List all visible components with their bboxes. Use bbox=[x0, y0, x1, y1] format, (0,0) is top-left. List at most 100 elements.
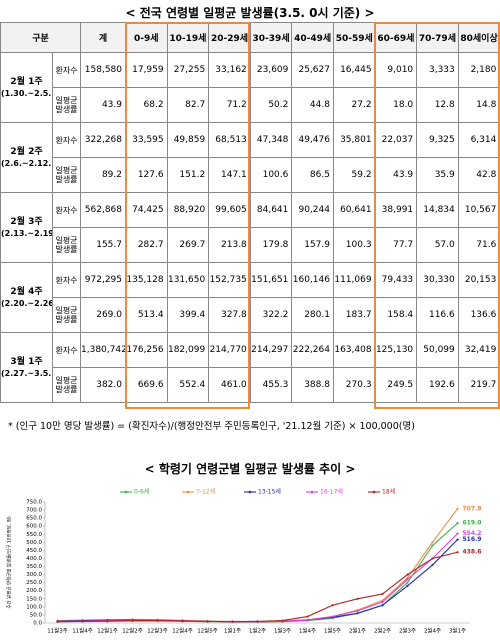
table-cell: 59.2 bbox=[332, 157, 376, 193]
group-period: (2.6.~2.12.) bbox=[1, 158, 53, 168]
table-cell: 44.8 bbox=[291, 87, 334, 123]
y-tick-label: 50.0 bbox=[30, 612, 43, 618]
point bbox=[356, 612, 359, 615]
point bbox=[81, 620, 84, 623]
point bbox=[306, 618, 309, 622]
table-cell: 49,476 bbox=[291, 122, 334, 158]
legend-label: 16-17세 bbox=[320, 488, 343, 496]
group-cell: 2월 2주 (2.6.~2.12.) bbox=[0, 122, 53, 193]
point bbox=[281, 619, 284, 622]
table-cell: 18.0 bbox=[374, 87, 418, 123]
table-cell: 89.2 bbox=[80, 157, 126, 193]
table-cell: 280.1 bbox=[291, 297, 334, 333]
table-cell: 972,295 bbox=[80, 262, 126, 298]
x-tick-label: 1월4주 bbox=[299, 627, 316, 635]
legend-marker bbox=[248, 490, 252, 494]
header-cell: 계 bbox=[80, 22, 126, 53]
row-label: 일평균 발생률 bbox=[52, 227, 81, 263]
group-cell: 3월 1주 (2.27.~3.5.) bbox=[0, 332, 53, 403]
group-cell: 2월 1주 (1.30.~2.5.) bbox=[0, 52, 53, 123]
header-cell: 구분 bbox=[0, 22, 81, 53]
table-cell: 399.4 bbox=[166, 297, 210, 333]
table-cell: 214,770 bbox=[208, 332, 251, 368]
y-tick-label: 100.0 bbox=[26, 604, 42, 610]
data-label: 438.6 bbox=[463, 549, 482, 556]
y-tick-label: 400.0 bbox=[26, 556, 42, 562]
table-cell: 82.7 bbox=[166, 87, 210, 123]
table-cell: 9,325 bbox=[416, 122, 459, 158]
table-cell: 160,146 bbox=[291, 262, 334, 298]
group-label: 3월 1주 bbox=[10, 356, 43, 367]
y-tick-label: 300.0 bbox=[26, 572, 42, 578]
y-tick-label: 150.0 bbox=[26, 596, 42, 602]
table-cell: 14.8 bbox=[457, 87, 500, 123]
row-label: 일평균 발생률 bbox=[52, 87, 81, 123]
point bbox=[256, 620, 259, 623]
y-tick-label: 0.0 bbox=[33, 621, 42, 627]
y-tick-label: 750.0 bbox=[26, 500, 42, 506]
legend-marker bbox=[310, 490, 314, 494]
table-row: 2월 1주 (1.30.~2.5.) 환자수 158,580 17,959 27,255 3… bbox=[0, 52, 500, 123]
group-period: (2.13.~2.19.) bbox=[1, 228, 52, 238]
table-cell: 269.7 bbox=[166, 227, 210, 263]
header-cell: 50-59세 bbox=[332, 22, 376, 53]
row-label: 환자수 bbox=[52, 332, 81, 368]
point bbox=[406, 573, 409, 576]
table-cell: 68.2 bbox=[125, 87, 168, 123]
legend-marker bbox=[372, 490, 376, 494]
table-cell: 35.9 bbox=[416, 157, 459, 193]
group-label: 2월 3주 bbox=[10, 216, 43, 227]
x-tick-label: 12월3주 bbox=[147, 627, 168, 635]
table-cell: 22,037 bbox=[374, 122, 418, 158]
y-tick-label: 600.0 bbox=[26, 524, 42, 530]
header-cell: 70-79세 bbox=[416, 22, 459, 53]
table-cell: 33,162 bbox=[208, 52, 251, 88]
x-tick-label: 3월1주 bbox=[449, 627, 466, 635]
y-tick-label: 700.0 bbox=[26, 508, 42, 514]
table-cell: 100.6 bbox=[249, 157, 293, 193]
table-row: 2월 4주(2.20.~2.26.)환자수972,295135,128131,6… bbox=[0, 262, 500, 333]
table-cell: 38,991 bbox=[374, 192, 418, 228]
row-label: 환자수 bbox=[52, 192, 81, 228]
table-cell: 84,641 bbox=[249, 192, 293, 228]
point bbox=[231, 620, 234, 623]
series-line bbox=[57, 508, 458, 622]
table-cell: 27,255 bbox=[166, 52, 210, 88]
table-row: 일평균 발생률 382.0 669.6 552.4 461.0 455.3 388.8 270… bbox=[1, 367, 500, 403]
data-label: 554.2 bbox=[463, 530, 482, 537]
group-cell: 2월 3주(2.13.~2.19.) bbox=[0, 192, 53, 263]
table-cell: 43.9 bbox=[80, 87, 126, 123]
table-cell: 131,650 bbox=[166, 262, 210, 298]
table-cell: 322,268 bbox=[80, 122, 126, 158]
table-cell: 176,256 bbox=[125, 332, 168, 368]
group-cell: 2월 4주(2.20.~2.26.) bbox=[0, 262, 53, 333]
table-cell: 25,627 bbox=[291, 52, 334, 88]
table-cell: 552.4 bbox=[166, 367, 210, 403]
row-label: 환자수 bbox=[52, 262, 81, 298]
legend-label: 18세 bbox=[382, 488, 395, 496]
header-cell: 20-29세 bbox=[208, 22, 251, 53]
table-cell: 74,425 bbox=[125, 192, 168, 228]
x-tick-label: 2월4주 bbox=[424, 627, 441, 635]
table-cell: 669.6 bbox=[125, 367, 168, 403]
table-cell: 270.3 bbox=[332, 367, 376, 403]
point bbox=[406, 578, 409, 581]
table-cell: 111,069 bbox=[332, 262, 376, 298]
header-cell: 60-69세 bbox=[374, 22, 418, 53]
table-cell: 136.6 bbox=[457, 297, 500, 333]
table-cell: 219.7 bbox=[457, 367, 500, 403]
table-cell: 9,010 bbox=[374, 52, 418, 88]
x-tick-label: 11월4주 bbox=[72, 627, 93, 635]
table-cell: 2,180 bbox=[457, 52, 500, 88]
series-line bbox=[57, 539, 458, 623]
y-tick-label: 450.0 bbox=[26, 548, 42, 554]
group-label: 2월 2주 bbox=[10, 146, 43, 157]
header-cell: 10-19세 bbox=[166, 22, 210, 53]
table-cell: 88,920 bbox=[166, 192, 210, 228]
table-cell: 158.4 bbox=[374, 297, 418, 333]
point bbox=[331, 604, 334, 607]
table-title: < 전국 연령별 일평균 발생률(3.5. 0시 기준) > bbox=[125, 6, 375, 20]
x-tick-label: 2월3주 bbox=[399, 627, 416, 635]
table-cell: 461.0 bbox=[208, 367, 251, 403]
table-cell: 213.8 bbox=[208, 227, 251, 263]
